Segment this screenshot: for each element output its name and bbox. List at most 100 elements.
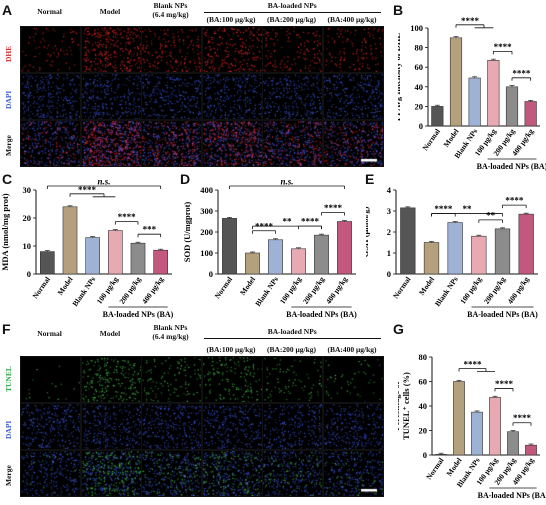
y-tick-label: 40 [419,401,428,411]
bar-0 [222,218,237,275]
y-tick-label: 60 [415,62,424,72]
bar-2 [268,239,283,275]
panel-label-d: D [180,171,191,187]
y-tick-label: 80 [415,43,424,53]
panel-label-a: A [2,2,13,18]
x-tick-label: Blank NPs [433,275,460,308]
bar-1 [62,206,78,275]
bar-2 [85,237,100,275]
micrograph-dapi-1 [80,73,142,120]
x-tick-label: 200 μg/kg [301,275,326,306]
column-header-1: Model [99,7,121,16]
y-tick-label: 20 [419,426,428,436]
sig-label: **** [464,360,483,370]
micrograph-tunel-2 [141,356,202,403]
bar-2 [468,77,481,127]
x-tick-label: 400 μg/kg [324,275,349,306]
micrograph-tunel-1 [80,356,142,403]
bar-1 [453,381,465,456]
micrograph-dhe-3 [201,26,263,73]
micrograph-dapi-1 [80,403,142,450]
column-header-3: (BA:100 μg/kg) [206,345,256,354]
micrograph-tunel-5 [322,356,384,403]
micrograph-dapi-5 [322,73,384,120]
bar-0 [431,106,444,127]
bar-4 [505,86,519,127]
chart-tunel-percentage: 0 20 40 60 80 Percentage of TUNEL⁺ cells (%) No… [398,352,546,500]
x-tick-label: Blank NPs [253,275,280,308]
panel-label-f: F [2,321,11,337]
bar-1 [449,37,463,127]
bar-3 [108,230,123,275]
y-tick-label: 100 [200,248,213,258]
bar-3 [489,397,501,456]
microscopy-grid-dhe: Normal Model Blank NPs (6.4 mg/kg) (BA:100 … [0,0,390,172]
x-tick-label: 400 μg/kg [506,275,531,306]
column-header-4: (BA:200 μg/kg) [266,15,317,24]
group-label: BA-loaded NPs (BA) [478,491,546,500]
bar-5 [525,444,537,456]
sig-label: **** [434,204,453,214]
micrograph-dapi-0 [20,403,81,450]
y-axis-label: GSH (μmol/g) [366,206,370,257]
micrograph-merge-2 [141,120,202,167]
bar-0 [435,454,447,456]
micrograph-merge-0 [20,120,81,167]
micrograph-dhe-4 [262,26,323,73]
micrograph-dapi-2 [141,73,202,120]
sig-label: **** [461,16,480,26]
y-axis-label: Percentage of [398,381,401,430]
sig-label: **** [513,413,532,423]
column-header-4: (BA:200 μg/kg) [266,345,317,354]
group-header-line [203,12,381,13]
y-tick-label: 0 [209,269,213,279]
row-label-dhe: DHE [4,45,13,62]
group-label: BA-loaded NPs (BA) [286,310,357,319]
bar-4 [314,234,329,275]
micrograph-merge-4 [262,450,323,497]
x-tick-label: Blank NPs [70,275,97,308]
panel-label-e: E [365,171,375,187]
group-header-ba-loaded: BA-loaded NPs [267,1,317,10]
micrograph-merge-4 [262,120,323,167]
y-tick-label: 10 [23,241,32,251]
chart-sod: 0 100 200 300 400 SOD (U/mgprot) Normal ModelBl… [182,180,357,319]
y-tick-label: 1 [387,248,391,258]
bar-4 [507,431,519,456]
y-tick-label: 200 [200,227,213,237]
micrograph-tunel-0 [20,356,81,403]
micrograph-merge-2 [141,450,202,497]
micrograph-merge-3 [201,120,263,167]
micrograph-merge-1 [80,120,142,167]
micrograph-dapi-3 [201,73,263,120]
sig-label: n.s. [97,180,110,187]
sig-label: ** [463,204,473,214]
group-header-line [203,338,381,339]
y-tick-label: 400 [200,185,213,195]
y-tick-label: 3 [387,206,391,216]
bar-5 [153,249,168,275]
y-tick-label: 0 [423,450,427,460]
bar-2 [447,222,463,275]
microscopy-grid-tunel: Normal Model Blank NPs (6.4 mg/kg) (BA:100 … [0,322,390,502]
y-axis-label: SOD (U/mgprot) [182,202,192,263]
micrograph-dapi-2 [141,403,202,450]
column-header-2: Blank NPs (6.4 mg/kg) [152,323,189,341]
sig-label: ** [283,217,293,227]
y-tick-label: 0 [27,269,31,279]
bar-3 [291,248,306,275]
group-label: BA-loaded NPs (BA) [467,310,538,319]
y-tick-label: 4 [387,185,392,195]
column-header-5: (BA:400 μg/kg) [327,345,377,354]
y-tick-label: 300 [200,206,213,216]
row-label-merge: Merge [4,464,13,486]
sig-label: **** [494,42,513,52]
bar-1 [423,242,440,275]
micrograph-dhe-0 [20,26,81,73]
panel-label-g: G [393,321,404,337]
sig-label: **** [512,68,531,78]
bar-4 [130,242,146,275]
micrograph-dapi-5 [322,403,384,450]
bar-3 [471,235,487,275]
x-tick-label: Normal [391,275,412,300]
